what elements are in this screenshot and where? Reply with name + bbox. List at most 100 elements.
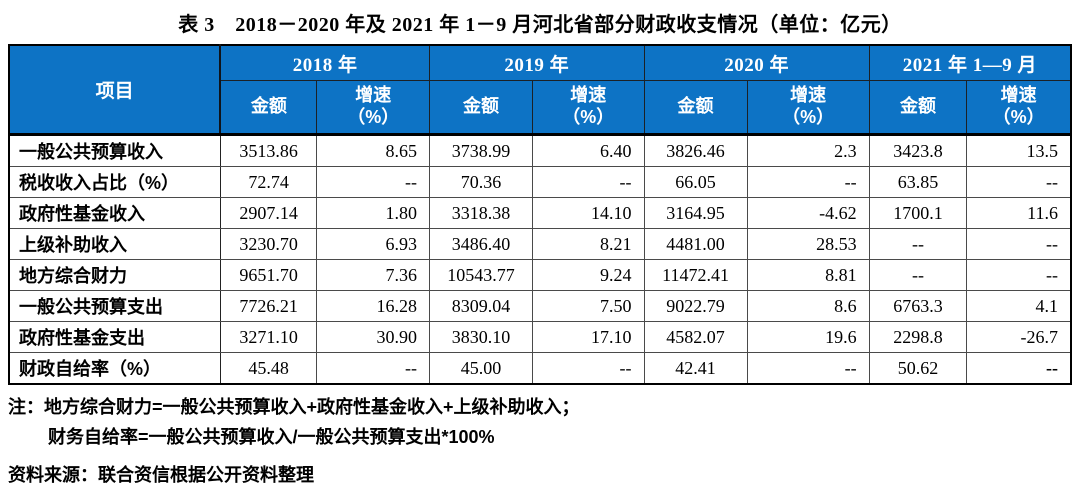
amount-cell: 63.85 <box>868 166 968 198</box>
footnote-formula-comprehensive: 注：地方综合财力=一般公共预算收入+政府性基金收入+上级补助收入； <box>8 397 580 417</box>
growth-cell: -- <box>966 352 1072 385</box>
growth-subheader: 增速 （%） <box>316 80 431 135</box>
growth-cell: 6.93 <box>316 228 431 260</box>
amount-cell: 3271.10 <box>219 321 318 353</box>
table-row: 一般公共预算收入 3513.86 8.65 3738.99 6.40 3826.46 2.3… <box>8 134 1072 167</box>
growth-cell: 13.5 <box>966 134 1072 167</box>
growth-cell: 8.21 <box>532 228 645 260</box>
growth-cell: 7.50 <box>532 290 645 322</box>
growth-cell: -- <box>966 259 1072 291</box>
growth-cell: -26.7 <box>966 321 1072 353</box>
amount-cell: 3486.40 <box>429 228 534 260</box>
amount-cell: 50.62 <box>868 352 968 385</box>
growth-cell: 8.65 <box>316 134 431 167</box>
growth-subheader: 增速 （%） <box>966 80 1072 135</box>
amount-cell: 10543.77 <box>429 259 534 291</box>
year-header-row: 项目 2018 年 2019 年 2020 年 2021 年 1—9 月 <box>8 44 1072 135</box>
growth-cell: -- <box>966 166 1072 198</box>
row-label: 上级补助收入 <box>8 228 221 260</box>
growth-cell: -- <box>316 166 431 198</box>
year-group-header: 2019 年 <box>429 44 645 81</box>
amount-cell: 3513.86 <box>219 134 318 167</box>
amount-cell: -- <box>868 259 968 291</box>
growth-cell: 11.6 <box>966 197 1072 229</box>
amount-cell: 9651.70 <box>219 259 318 291</box>
amount-cell: -- <box>868 228 968 260</box>
table-row: 地方综合财力 9651.70 7.36 10543.77 9.24 11472.41 8.8… <box>8 259 1072 291</box>
growth-cell: 16.28 <box>316 290 431 322</box>
amount-cell: 3164.95 <box>643 197 748 229</box>
growth-cell: 4.1 <box>966 290 1072 322</box>
amount-cell: 70.36 <box>429 166 534 198</box>
amount-cell: 11472.41 <box>643 259 748 291</box>
amount-subheader: 金额 <box>868 80 968 135</box>
amount-cell: 8309.04 <box>429 290 534 322</box>
amount-subheader: 金额 <box>429 80 534 135</box>
table-row: 政府性基金支出 3271.10 30.90 3830.10 17.10 4582.07 19… <box>8 321 1072 353</box>
year-group-header: 2020 年 <box>643 44 870 81</box>
amount-cell: 6763.3 <box>868 290 968 322</box>
growth-cell: 7.36 <box>316 259 431 291</box>
row-label: 一般公共预算收入 <box>8 134 221 167</box>
growth-cell: 28.53 <box>746 228 870 260</box>
row-label: 政府性基金收入 <box>8 197 221 229</box>
table-body: 一般公共预算收入 3513.86 8.65 3738.99 6.40 3826.46 2.3… <box>8 134 1072 385</box>
amount-cell: 4481.00 <box>643 228 748 260</box>
amount-cell: 3318.38 <box>429 197 534 229</box>
amount-cell: 9022.79 <box>643 290 748 322</box>
growth-cell: -- <box>532 352 645 385</box>
footnote-formula-self-sufficiency: 财务自给率=一般公共预算收入/一般公共预算支出*100% <box>48 426 495 447</box>
growth-cell: 6.40 <box>532 134 645 167</box>
amount-cell: 3826.46 <box>643 134 748 167</box>
amount-cell: 72.74 <box>219 166 318 198</box>
amount-cell: 45.00 <box>429 352 534 385</box>
table-title: 表 3 2018－2020 年及 2021 年 1－9 月河北省部分财政收支情况… <box>178 14 902 36</box>
fiscal-table: 项目 2018 年 2019 年 2020 年 2021 年 1—9 月 金额 增速 （… <box>8 44 1072 385</box>
growth-cell: 8.81 <box>746 259 870 291</box>
table-row: 税收收入占比（%） 72.74 -- 70.36 -- 66.05 -- 63.85 -- <box>8 166 1072 198</box>
growth-cell: 30.90 <box>316 321 431 353</box>
growth-cell: 17.10 <box>532 321 645 353</box>
growth-cell: 14.10 <box>532 197 645 229</box>
growth-cell: -- <box>532 166 645 198</box>
amount-cell: 66.05 <box>643 166 748 198</box>
growth-cell: -4.62 <box>746 197 870 229</box>
growth-subheader: 增速 （%） <box>532 80 645 135</box>
table-row: 财政自给率（%） 45.48 -- 45.00 -- 42.41 -- 50.62 -- <box>8 352 1072 385</box>
table-row: 一般公共预算支出 7726.21 16.28 8309.04 7.50 9022.79 8.… <box>8 290 1072 322</box>
row-label: 税收收入占比（%） <box>8 166 221 198</box>
growth-cell: 2.3 <box>746 134 870 167</box>
row-label: 财政自给率（%） <box>8 352 221 385</box>
growth-cell: -- <box>966 228 1072 260</box>
growth-cell: -- <box>746 166 870 198</box>
growth-cell: -- <box>746 352 870 385</box>
row-label: 一般公共预算支出 <box>8 290 221 322</box>
table-row: 政府性基金收入 2907.14 1.80 3318.38 14.10 3164.95 -4.… <box>8 197 1072 229</box>
data-source: 资料来源：联合资信根据公开资料整理 <box>8 465 314 486</box>
sub-header-row: 金额 增速 （%） 金额 增速 （%） 金额 增速 （%） 金额 增速 （%） <box>9 80 1072 135</box>
amount-cell: 3738.99 <box>429 134 534 167</box>
table-header: 项目 2018 年 2019 年 2020 年 2021 年 1—9 月 金额 增速 （… <box>8 44 1072 135</box>
row-label: 政府性基金支出 <box>8 321 221 353</box>
amount-cell: 3230.70 <box>219 228 318 260</box>
amount-cell: 2907.14 <box>219 197 318 229</box>
amount-subheader: 金额 <box>219 80 318 135</box>
amount-subheader: 金额 <box>643 80 748 135</box>
amount-cell: 4582.07 <box>643 321 748 353</box>
growth-cell: 9.24 <box>532 259 645 291</box>
growth-cell: 1.80 <box>316 197 431 229</box>
amount-cell: 45.48 <box>219 352 318 385</box>
growth-subheader: 增速 （%） <box>746 80 870 135</box>
year-group-header: 2018 年 <box>219 44 431 81</box>
table-row: 上级补助收入 3230.70 6.93 3486.40 8.21 4481.00 28.53… <box>8 228 1072 260</box>
footnotes: 注：地方综合财力=一般公共预算收入+政府性基金收入+上级补助收入； 财务自给率=… <box>8 393 1072 452</box>
growth-cell: 19.6 <box>746 321 870 353</box>
amount-cell: 3830.10 <box>429 321 534 353</box>
year-group-header: 2021 年 1—9 月 <box>868 44 1072 81</box>
item-column-header: 项目 <box>8 44 222 135</box>
amount-cell: 2298.8 <box>868 321 968 353</box>
row-label: 地方综合财力 <box>8 259 221 291</box>
amount-cell: 1700.1 <box>868 197 968 229</box>
amount-cell: 7726.21 <box>219 290 318 322</box>
